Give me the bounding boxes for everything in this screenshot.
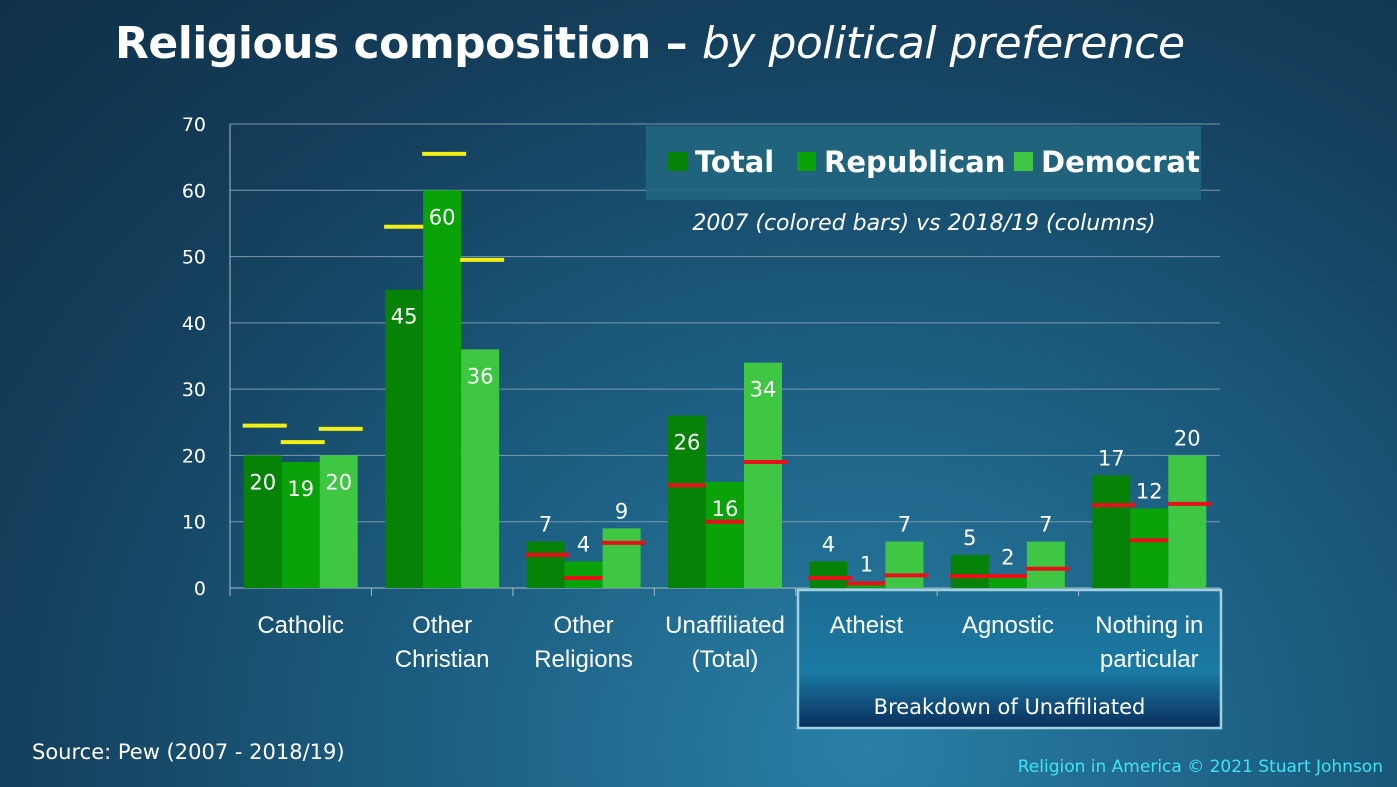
legend-swatch-democrat: [1014, 152, 1033, 171]
legend-label-total: Total: [695, 145, 774, 179]
y-tick-label: 30: [182, 379, 206, 401]
data-label: 16: [712, 497, 739, 521]
category-label: Atheist: [830, 612, 904, 639]
bar-democrat: [319, 455, 358, 588]
legend-label-republican: Republican: [824, 145, 1005, 179]
bar-democrat: [744, 362, 782, 588]
bar-democrat: [602, 528, 641, 588]
data-label: 36: [467, 364, 494, 388]
category-label: Catholic: [257, 612, 344, 639]
data-label: 19: [287, 477, 314, 501]
y-tick-label: 60: [182, 180, 206, 202]
data-label: 12: [1136, 479, 1163, 503]
y-tick-label: 70: [182, 114, 206, 136]
y-tick-label: 0: [194, 578, 206, 600]
breakdown-label: Breakdown of Unaffiliated: [874, 695, 1146, 719]
data-label: 26: [674, 431, 701, 455]
legend-swatch-total: [668, 152, 687, 171]
data-label: 9: [615, 499, 628, 523]
category-label: Other: [554, 612, 614, 639]
data-label: 1: [860, 552, 873, 576]
bar-republican: [281, 462, 320, 588]
title-subtitle: by political preference: [702, 18, 1185, 69]
bar-republican: [423, 190, 462, 589]
y-tick-label: 50: [182, 247, 206, 269]
y-tick-label: 10: [182, 512, 206, 534]
data-label: 20: [325, 470, 352, 494]
chart-subtitle: 2007 (colored bars) vs 2018/19 (columns): [692, 211, 1155, 236]
bar-republican: [1130, 508, 1169, 588]
data-label: 2: [1001, 546, 1014, 570]
bar-republican: [564, 561, 603, 588]
bar-total: [950, 554, 989, 588]
legend-box: [646, 126, 1201, 200]
bar-republican: [706, 481, 744, 588]
data-label: 7: [1039, 513, 1052, 537]
category-label: particular: [1100, 646, 1199, 673]
category-label: Nothing in: [1095, 612, 1203, 639]
data-label: 7: [898, 513, 911, 537]
category-label: Christian: [395, 646, 490, 673]
bar-democrat: [1168, 455, 1207, 588]
bar-democrat: [461, 349, 500, 588]
data-label: 20: [249, 470, 276, 494]
y-tick-label: 40: [182, 313, 206, 335]
category-label: Agnostic: [962, 612, 1054, 639]
category-label: (Total): [692, 646, 759, 673]
legend-label-democrat: Democrat: [1041, 145, 1200, 179]
data-label: 20: [1174, 426, 1201, 450]
bar-total: [809, 561, 848, 588]
data-label: 45: [391, 305, 418, 329]
breakdown-box: [796, 588, 1223, 730]
bar-total: [526, 541, 565, 588]
data-label: 4: [577, 532, 590, 556]
copyright-note: Religion in America © 2021 Stuart Johnso…: [1017, 757, 1383, 777]
data-label: 4: [822, 532, 835, 556]
title-dash: –: [650, 18, 702, 69]
source-note: Source: Pew (2007 - 2018/19): [32, 740, 345, 764]
data-label: 7: [539, 513, 552, 537]
category-label: Unaffiliated: [665, 612, 785, 639]
category-label: Other: [412, 612, 472, 639]
data-label: 5: [963, 526, 976, 550]
bar-democrat: [885, 541, 924, 588]
bar-total: [243, 455, 282, 588]
chart-title: Religious composition – by political pre…: [115, 18, 1185, 69]
data-label: 34: [750, 378, 777, 402]
bar-total: [385, 289, 424, 588]
y-tick-label: 20: [182, 445, 206, 467]
bar-total: [668, 415, 706, 588]
bar-democrat: [1026, 541, 1065, 588]
data-label: 60: [429, 205, 456, 229]
category-label: Religions: [534, 646, 633, 673]
bar-total: [1092, 475, 1131, 588]
title-main: Religious composition: [115, 18, 651, 69]
legend-swatch-republican: [797, 152, 816, 171]
data-label: 17: [1098, 446, 1125, 470]
